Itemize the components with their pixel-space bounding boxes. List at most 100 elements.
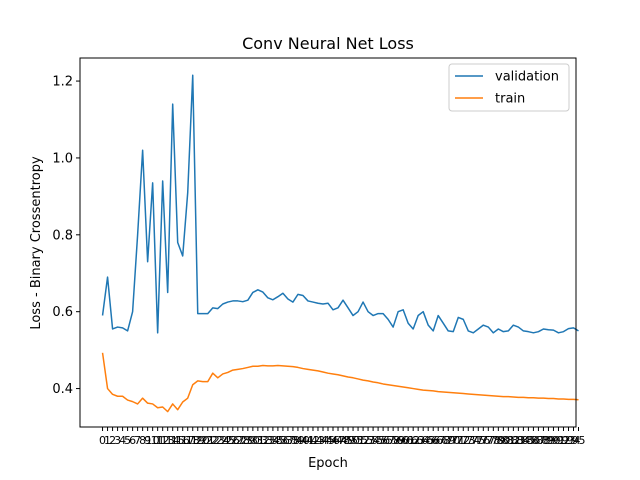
x-tick-label: 74 <box>466 434 480 447</box>
x-tick-label: 38 <box>286 434 300 447</box>
x-tick-label: 83 <box>511 434 525 447</box>
x-tick-label: 7 <box>134 434 141 447</box>
x-tick-label: 76 <box>476 434 490 447</box>
x-tick-label: 3 <box>114 434 121 447</box>
legend: validation train <box>448 63 570 112</box>
x-tick-label: 2 <box>109 434 116 447</box>
x-tick-label: 79 <box>491 434 505 447</box>
x-tick-label: 4 <box>119 434 126 447</box>
x-tick-label: 58 <box>386 434 400 447</box>
plot-area <box>101 74 579 413</box>
x-tick-label: 46 <box>326 434 340 447</box>
x-tick-label: 93 <box>561 434 575 447</box>
x-tick-label: 19 <box>191 434 205 447</box>
x-tick-label: 64 <box>416 434 430 447</box>
x-tick-label: 41 <box>301 434 315 447</box>
chart-title: Conv Neural Net Loss <box>242 34 414 53</box>
x-tick-label: 87 <box>531 434 545 447</box>
legend-label-validation: validation <box>495 70 559 85</box>
x-tick-label: 22 <box>206 434 220 447</box>
x-tick-label: 81 <box>501 434 515 447</box>
x-tick-label: 18 <box>186 434 200 447</box>
x-tick-label: 30 <box>246 434 260 447</box>
x-tick-label: 1 <box>104 434 111 447</box>
x-tick-label: 45 <box>321 434 335 447</box>
x-tick-label: 15 <box>171 434 185 447</box>
x-tick-label: 51 <box>351 434 365 447</box>
x-tick-label: 42 <box>306 434 320 447</box>
legend-label-train: train <box>495 92 525 107</box>
y-axis-label: Loss - Binary Crossentropy <box>29 156 44 330</box>
x-tick-label: 62 <box>406 434 420 447</box>
x-tick-label: 59 <box>391 434 405 447</box>
x-tick-label: 5 <box>124 434 131 447</box>
x-tick-label: 48 <box>336 434 350 447</box>
x-tick-label: 32 <box>256 434 270 447</box>
x-tick-label: 11 <box>151 434 165 447</box>
x-tick-label: 35 <box>271 434 285 447</box>
x-tick-label: 13 <box>161 434 175 447</box>
y-tick-label: 0.4 <box>52 382 73 397</box>
x-tick-label: 26 <box>226 434 240 447</box>
x-tick-label: 77 <box>481 434 495 447</box>
x-tick-label: 86 <box>526 434 540 447</box>
x-axis-label: Epoch <box>308 456 348 471</box>
x-tick-label: 9 <box>144 434 151 447</box>
x-tick-label: 71 <box>451 434 465 447</box>
x-tick-label: 84 <box>516 434 530 447</box>
x-tick-label: 85 <box>521 434 535 447</box>
x-tick-label: 14 <box>166 434 180 447</box>
x-tick-label: 10 <box>146 434 160 447</box>
x-tick-label: 78 <box>486 434 500 447</box>
x-tick-label: 75 <box>471 434 485 447</box>
x-tick-label: 8 <box>139 434 146 447</box>
x-tick-label: 94 <box>566 434 580 447</box>
x-tick-label: 47 <box>331 434 345 447</box>
y-tick-label: 1.0 <box>52 151 73 166</box>
x-tick-label: 55 <box>371 434 385 447</box>
x-tick-label: 60 <box>396 434 410 447</box>
x-tick-label: 68 <box>436 434 450 447</box>
series-line-validation <box>101 74 579 334</box>
x-tick-label: 12 <box>156 434 170 447</box>
x-tick-label: 6 <box>129 434 136 447</box>
x-axis: 0123456789101112131415161718192021222324… <box>99 427 586 447</box>
x-tick-label: 73 <box>461 434 475 447</box>
x-tick-label: 49 <box>341 434 355 447</box>
x-tick-label: 56 <box>376 434 390 447</box>
x-tick-label: 37 <box>281 434 295 447</box>
x-tick-label: 36 <box>276 434 290 447</box>
x-tick-label: 0 <box>99 434 106 447</box>
x-tick-label: 92 <box>556 434 570 447</box>
x-tick-label: 31 <box>251 434 265 447</box>
x-tick-label: 67 <box>431 434 445 447</box>
x-tick-label: 54 <box>366 434 380 447</box>
x-tick-label: 57 <box>381 434 395 447</box>
x-tick-label: 65 <box>421 434 435 447</box>
x-tick-label: 40 <box>296 434 310 447</box>
x-tick-label: 69 <box>441 434 455 447</box>
x-tick-label: 24 <box>216 434 230 447</box>
x-tick-label: 23 <box>211 434 225 447</box>
x-tick-label: 27 <box>231 434 245 447</box>
x-tick-label: 34 <box>266 434 280 447</box>
x-tick-label: 88 <box>536 434 550 447</box>
x-tick-label: 28 <box>236 434 250 447</box>
x-tick-label: 63 <box>411 434 425 447</box>
x-tick-label: 50 <box>346 434 360 447</box>
y-axis: 0.4 0.6 0.8 1.0 1.2 <box>52 75 80 397</box>
y-tick-label: 1.2 <box>52 75 73 90</box>
x-tick-label: 21 <box>201 434 215 447</box>
x-tick-label: 53 <box>361 434 375 447</box>
x-tick-label: 25 <box>221 434 235 447</box>
x-tick-label: 72 <box>456 434 470 447</box>
x-tick-label: 61 <box>401 434 415 447</box>
x-tick-label: 17 <box>181 434 195 447</box>
x-tick-label: 33 <box>261 434 275 447</box>
x-tick-label: 80 <box>496 434 510 447</box>
x-tick-label: 90 <box>546 434 560 447</box>
x-tick-label: 16 <box>176 434 190 447</box>
y-tick-label: 0.8 <box>52 228 73 243</box>
x-tick-label: 91 <box>551 434 565 447</box>
